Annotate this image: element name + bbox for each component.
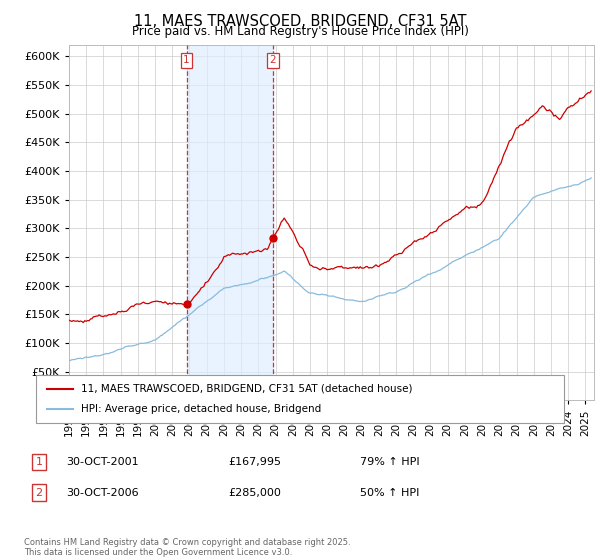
Text: Contains HM Land Registry data © Crown copyright and database right 2025.
This d: Contains HM Land Registry data © Crown c… bbox=[24, 538, 350, 557]
Text: 50% ↑ HPI: 50% ↑ HPI bbox=[360, 488, 419, 498]
Text: 2: 2 bbox=[269, 55, 276, 66]
Text: 1: 1 bbox=[35, 457, 43, 467]
Text: 79% ↑ HPI: 79% ↑ HPI bbox=[360, 457, 419, 467]
Text: 2: 2 bbox=[35, 488, 43, 498]
Text: 1: 1 bbox=[183, 55, 190, 66]
Text: 30-OCT-2001: 30-OCT-2001 bbox=[66, 457, 139, 467]
Text: £285,000: £285,000 bbox=[228, 488, 281, 498]
Text: HPI: Average price, detached house, Bridgend: HPI: Average price, detached house, Brid… bbox=[81, 404, 321, 414]
FancyBboxPatch shape bbox=[36, 375, 564, 423]
Bar bbox=[187, 45, 272, 400]
Text: £167,995: £167,995 bbox=[228, 457, 281, 467]
Text: 11, MAES TRAWSCOED, BRIDGEND, CF31 5AT (detached house): 11, MAES TRAWSCOED, BRIDGEND, CF31 5AT (… bbox=[81, 384, 412, 394]
Text: 11, MAES TRAWSCOED, BRIDGEND, CF31 5AT: 11, MAES TRAWSCOED, BRIDGEND, CF31 5AT bbox=[134, 14, 466, 29]
Text: Price paid vs. HM Land Registry's House Price Index (HPI): Price paid vs. HM Land Registry's House … bbox=[131, 25, 469, 38]
Text: 30-OCT-2006: 30-OCT-2006 bbox=[66, 488, 139, 498]
